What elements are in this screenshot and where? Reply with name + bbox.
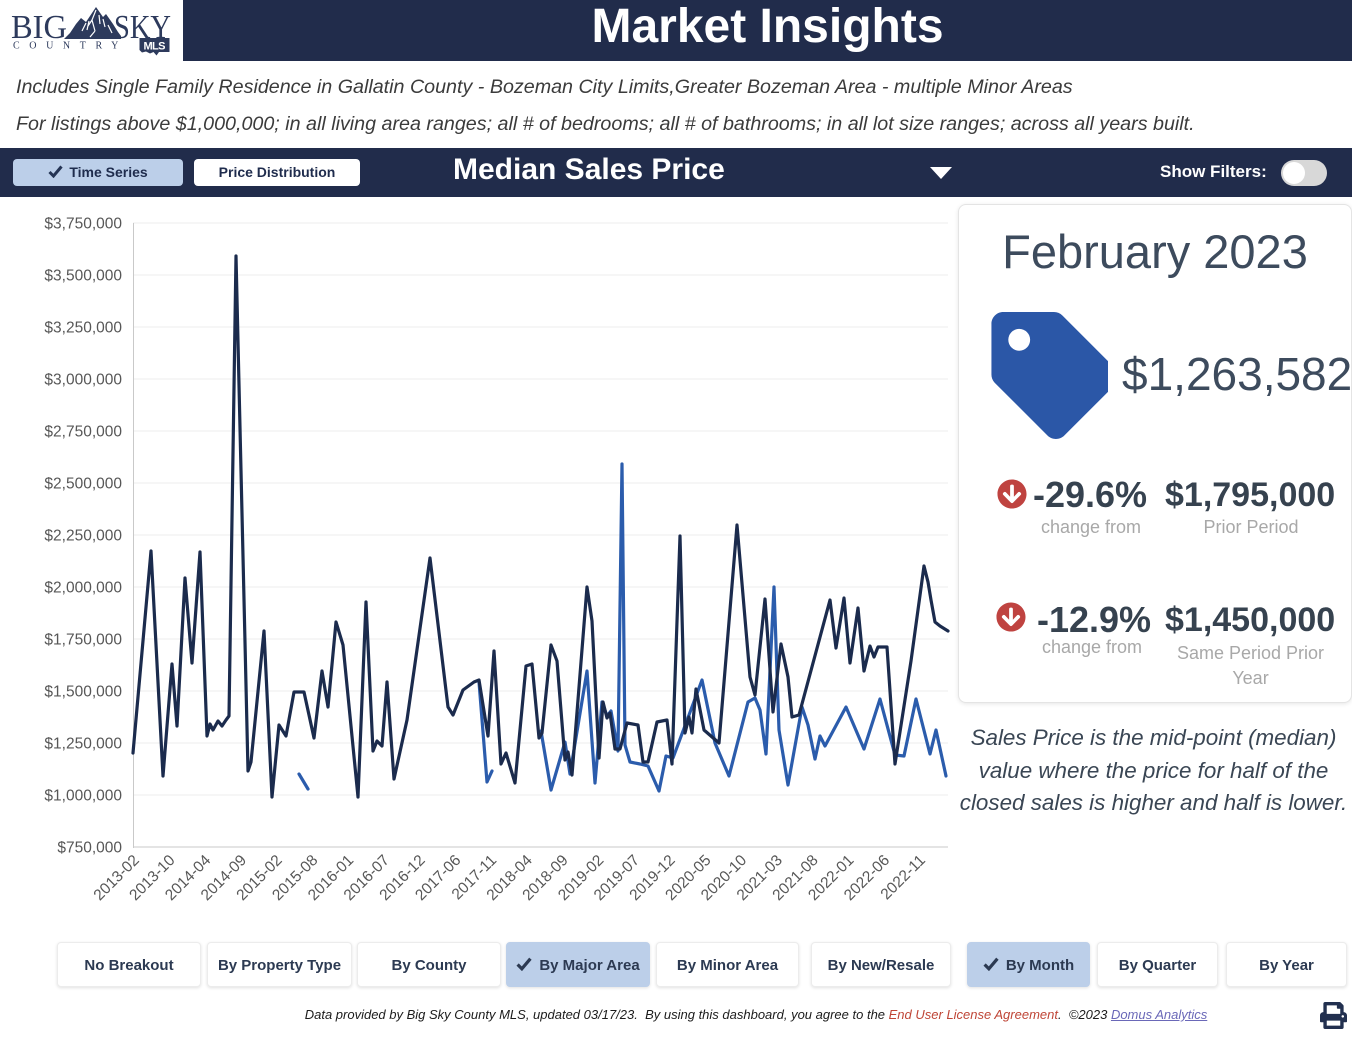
svg-text:$1,250,000: $1,250,000: [44, 736, 122, 753]
svg-text:MLS: MLS: [144, 41, 166, 53]
svg-text:$2,250,000: $2,250,000: [44, 528, 122, 545]
svg-text:$2,500,000: $2,500,000: [44, 476, 122, 493]
svg-text:$3,000,000: $3,000,000: [44, 372, 122, 389]
svg-text:$2,750,000: $2,750,000: [44, 424, 122, 441]
svg-text:$750,000: $750,000: [57, 840, 122, 857]
svg-text:$3,250,000: $3,250,000: [44, 320, 122, 337]
svg-text:BIG: BIG: [11, 9, 67, 46]
svg-text:$3,750,000: $3,750,000: [44, 216, 122, 233]
svg-text:$1,000,000: $1,000,000: [44, 788, 122, 805]
svg-text:COUNTRY: COUNTRY: [13, 41, 128, 52]
svg-text:$3,500,000: $3,500,000: [44, 268, 122, 285]
svg-text:$1,750,000: $1,750,000: [44, 632, 122, 649]
svg-text:$1,500,000: $1,500,000: [44, 684, 122, 701]
svg-text:$2,000,000: $2,000,000: [44, 580, 122, 597]
